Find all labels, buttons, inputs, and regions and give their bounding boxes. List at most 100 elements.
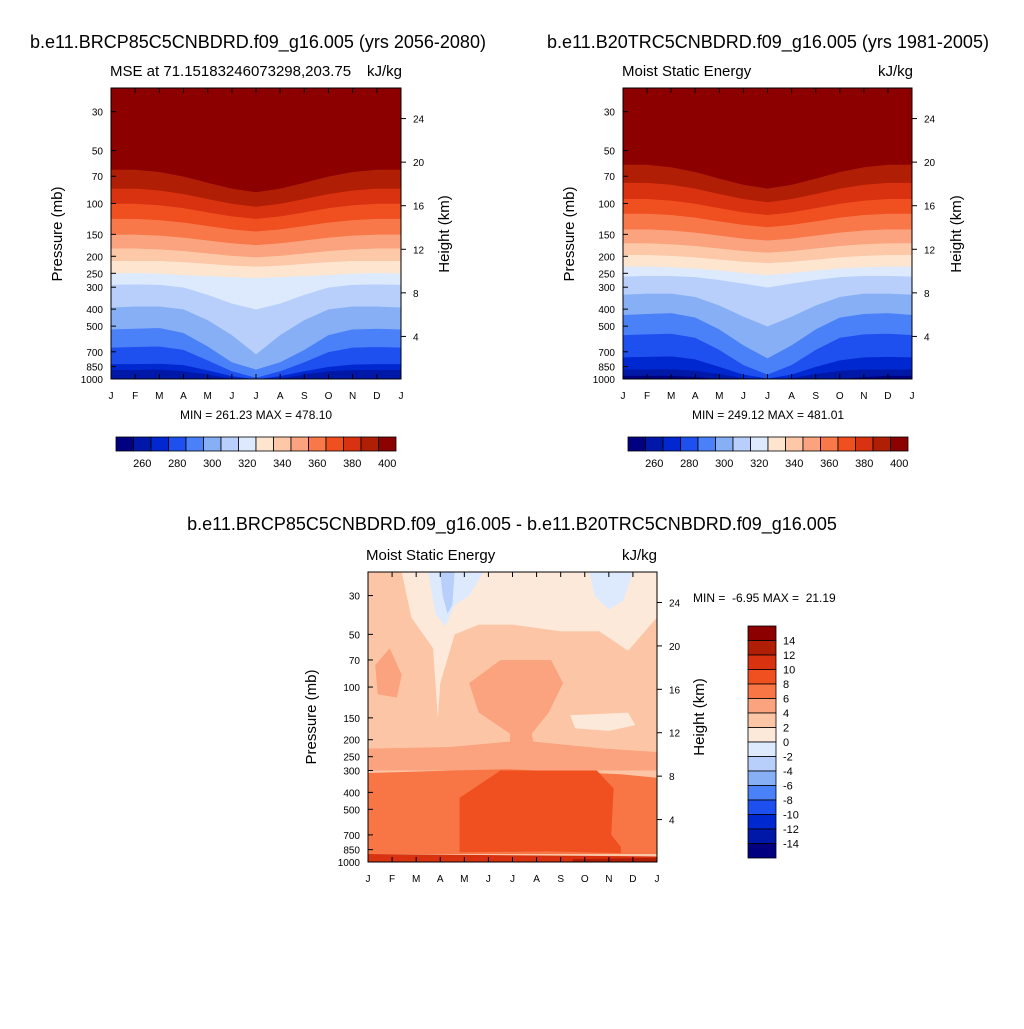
y2-tick-label-16: 16 [413, 202, 425, 213]
panel-future-left-label: MSE at 71.15183246073298,203.75 [110, 63, 351, 80]
panel-historical-left-label: Moist Static Energy [622, 63, 752, 80]
colorbar-box-15 [747, 843, 777, 859]
y-tick-label-300: 300 [86, 283, 103, 294]
x-tick-label-6: J [254, 391, 259, 402]
colorbar-box-8 [747, 741, 777, 757]
contour-region-5 [570, 712, 636, 731]
colorbar-box-3 [680, 436, 699, 452]
colorbar-box-12 [747, 799, 777, 815]
x-tick-label-0: J [366, 874, 371, 885]
y2-tick-label-24: 24 [413, 115, 425, 126]
colorbar-label-280: 280 [168, 458, 186, 470]
colorbar-box-1 [645, 436, 664, 452]
colorbar-box-3 [747, 669, 777, 685]
y-tick-label-50: 50 [604, 147, 616, 158]
x-tick-label-12: J [655, 874, 660, 885]
panel-future-msE: b.e11.BRCP85C5CNBDRD.f09_g16.005 (yrs 20… [30, 32, 486, 470]
x-tick-label-7: A [788, 391, 795, 402]
panel-historical-title: b.e11.B20TRC5CNBDRD.f09_g16.005 (yrs 198… [547, 32, 989, 53]
y-tick-label-850: 850 [86, 363, 103, 374]
x-tick-label-12: J [910, 391, 915, 402]
colorbar-box-0 [115, 436, 134, 452]
colorbar-box-4 [697, 436, 716, 452]
y-tick-label-500: 500 [598, 322, 615, 333]
x-tick-label-6: J [510, 874, 515, 885]
y-tick-label-850: 850 [598, 363, 615, 374]
colorbar-box-2 [662, 436, 681, 452]
colorbar-label-0: 0 [783, 737, 789, 749]
stats-historical: MIN = 249.12 MAX = 481.01 [692, 408, 844, 422]
y-tick-label-150: 150 [343, 714, 360, 725]
colorbar-box-8 [767, 436, 786, 452]
y-tick-label-200: 200 [343, 736, 360, 747]
contour-region-1 [401, 572, 657, 718]
y-tick-label-400: 400 [343, 788, 360, 799]
colorbar-box-0 [747, 625, 777, 641]
x-tick-label-2: M [667, 391, 675, 402]
colorbar-box-7 [747, 727, 777, 743]
contour-region-3 [440, 572, 455, 614]
colorbar-label-380: 380 [343, 458, 361, 470]
colorbar-label--4: -4 [783, 766, 793, 778]
y2-tick-label-16: 16 [924, 202, 936, 213]
x-tick-label-9: O [836, 391, 844, 402]
contour-region-6 [469, 659, 564, 749]
x-tick-label-0: J [621, 391, 626, 402]
y-tick-label-850: 850 [343, 846, 360, 857]
x-tick-label-4: M [460, 874, 468, 885]
colorbar-box-7 [750, 436, 769, 452]
colorbar-box-4 [747, 683, 777, 699]
contour-region-4 [589, 572, 633, 610]
x-tick-label-7: A [277, 391, 284, 402]
x-tick-label-1: F [389, 874, 395, 885]
colorbar-box-8 [255, 436, 274, 452]
y-tick-label-30: 30 [349, 592, 361, 603]
y2-tick-label-20: 20 [924, 158, 936, 169]
y2-tick-label-16: 16 [669, 685, 681, 696]
colorbar-label-280: 280 [680, 458, 698, 470]
panel-historical-units: kJ/kg [878, 63, 913, 80]
contour-region-10 [459, 770, 621, 854]
y-tick-label-100: 100 [86, 199, 103, 210]
y2-tick-label-4: 4 [413, 332, 419, 343]
y2-tick-label-4: 4 [924, 332, 930, 343]
y-tick-label-500: 500 [86, 322, 103, 333]
colorbar-box-15 [378, 436, 397, 452]
colorbar-label--10: -10 [783, 810, 799, 822]
stats-future: MIN = 261.23 MAX = 478.10 [180, 408, 332, 422]
x-tick-label-2: M [412, 874, 420, 885]
y2label-historical: Height (km) [948, 195, 965, 273]
y-tick-label-700: 700 [343, 831, 360, 842]
colorbar-box-7 [238, 436, 257, 452]
y2-tick-label-4: 4 [669, 816, 675, 827]
x-tick-label-5: J [229, 391, 234, 402]
x-tick-label-7: A [533, 874, 540, 885]
y2-tick-label-8: 8 [413, 289, 419, 300]
x-tick-label-9: O [325, 391, 333, 402]
y2-tick-label-8: 8 [924, 289, 930, 300]
colorbar-label-300: 300 [203, 458, 221, 470]
panel-future-title: b.e11.BRCP85C5CNBDRD.f09_g16.005 (yrs 20… [30, 32, 486, 53]
colorbar-box-2 [150, 436, 169, 452]
colorbar-box-14 [872, 436, 891, 452]
y2-tick-label-24: 24 [924, 115, 936, 126]
colorbar-box-9 [785, 436, 804, 452]
y2label-future: Height (km) [436, 195, 453, 273]
x-tick-label-12: J [399, 391, 404, 402]
colorbar-box-14 [747, 828, 777, 844]
y2-tick-label-20: 20 [669, 642, 681, 653]
colorbar-label-320: 320 [750, 458, 768, 470]
colorbar-box-14 [360, 436, 379, 452]
x-tick-label-10: N [349, 391, 356, 402]
y-tick-label-700: 700 [598, 348, 615, 359]
colorbar-label-360: 360 [820, 458, 838, 470]
y-tick-label-1000: 1000 [81, 375, 104, 386]
x-tick-label-11: D [373, 391, 380, 402]
x-tick-label-10: N [860, 391, 867, 402]
y2-tick-label-12: 12 [924, 245, 936, 256]
panel-difference-title: b.e11.BRCP85C5CNBDRD.f09_g16.005 - b.e11… [187, 514, 837, 535]
colorbar-label-340: 340 [785, 458, 803, 470]
x-tick-label-5: J [741, 391, 746, 402]
colorbar-box-6 [220, 436, 239, 452]
